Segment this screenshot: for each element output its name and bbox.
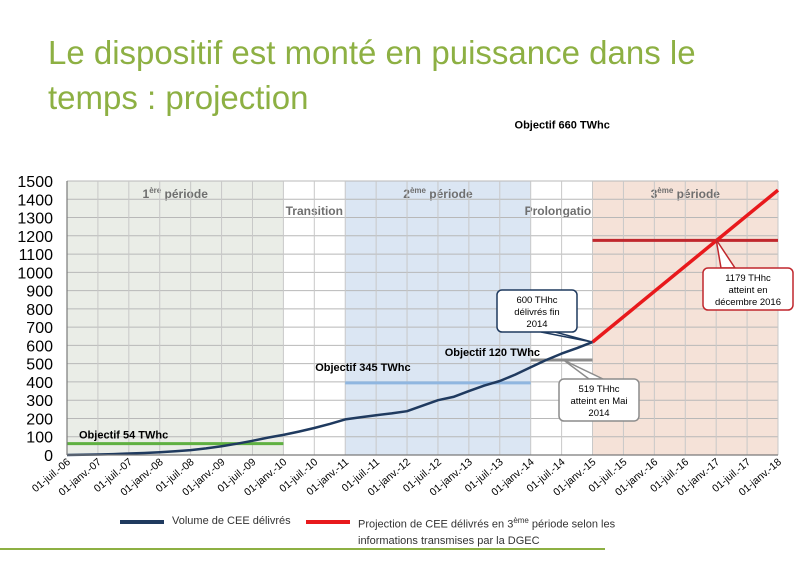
- y-tick-label: 1300: [17, 211, 53, 228]
- y-tick-label: 1100: [19, 247, 54, 264]
- chart-legend: Volume de CEE délivrés Projection de CEE…: [120, 513, 720, 549]
- y-tick-label: 1400: [17, 192, 53, 209]
- slide-title: Le dispositif est monté en puissance dan…: [48, 30, 768, 120]
- y-tick-label: 1200: [17, 229, 53, 246]
- callout-text: 2014: [526, 319, 547, 330]
- callout-text: délivrés fin: [514, 307, 559, 318]
- legend-label-projection: Projection de CEE délivrés en 3ème pério…: [358, 516, 616, 547]
- y-tick-label: 400: [26, 375, 53, 392]
- y-tick-label: 1000: [17, 265, 53, 282]
- callout-text: 519 THhc: [578, 384, 619, 395]
- callout-text: atteint en: [728, 285, 767, 296]
- slide-title-line2: temps : projection: [48, 79, 309, 116]
- callout-text: décembre 2016: [715, 297, 781, 308]
- y-tick-label: 600: [26, 338, 53, 355]
- callout-text: 1179 THhc: [725, 273, 771, 284]
- footer-divider: [0, 548, 605, 550]
- series-line-actual: [66, 340, 593, 457]
- y-tick-label: 200: [26, 411, 53, 428]
- callout-text: 2014: [588, 408, 609, 419]
- legend-item-actual: Volume de CEE délivrés: [120, 513, 291, 529]
- callout-box: [558, 378, 640, 422]
- y-tick-label: 900: [26, 284, 53, 301]
- callout-box: [702, 267, 794, 311]
- objective-label: Objectif 660 TWhc: [515, 119, 610, 131]
- series-lines: [66, 188, 780, 457]
- y-tick-label: 0: [44, 448, 53, 465]
- legend-label-actual: Volume de CEE délivrés: [172, 515, 291, 527]
- y-tick-label: 500: [26, 357, 53, 374]
- callout-text: atteint en Mai: [570, 396, 627, 407]
- callout-pointer: [540, 331, 593, 343]
- period-band: [67, 181, 284, 455]
- period-bands: 1ère périodeTransition2ème périodeProlon…: [67, 181, 778, 455]
- legend-swatch-projection: [306, 520, 350, 524]
- objective-label: Objectif 345 TWhc: [315, 362, 410, 374]
- legend-item-projection: Projection de CEE délivrés en 3ème pério…: [306, 513, 615, 549]
- y-tick-label: 800: [26, 302, 53, 319]
- y-tick-label: 700: [26, 320, 53, 337]
- objective-label: Objectif 120 TWhc: [445, 347, 540, 359]
- objective-lines: Objectif 54 TWhc Objectif 345 TWhc Objecti…: [67, 119, 778, 446]
- callout-text: 600 THhc: [516, 295, 557, 306]
- y-tick-label: 300: [26, 393, 53, 410]
- slide-title-line1: Le dispositif est monté en puissance dan…: [48, 34, 696, 71]
- series-line-projection: [591, 188, 780, 344]
- callout-box: [496, 289, 578, 333]
- y-tick-label: 100: [26, 430, 53, 447]
- y-tick-label: 1500: [17, 174, 53, 191]
- objective-label: Objectif 54 TWhc: [79, 430, 168, 442]
- legend-swatch-actual: [120, 520, 164, 524]
